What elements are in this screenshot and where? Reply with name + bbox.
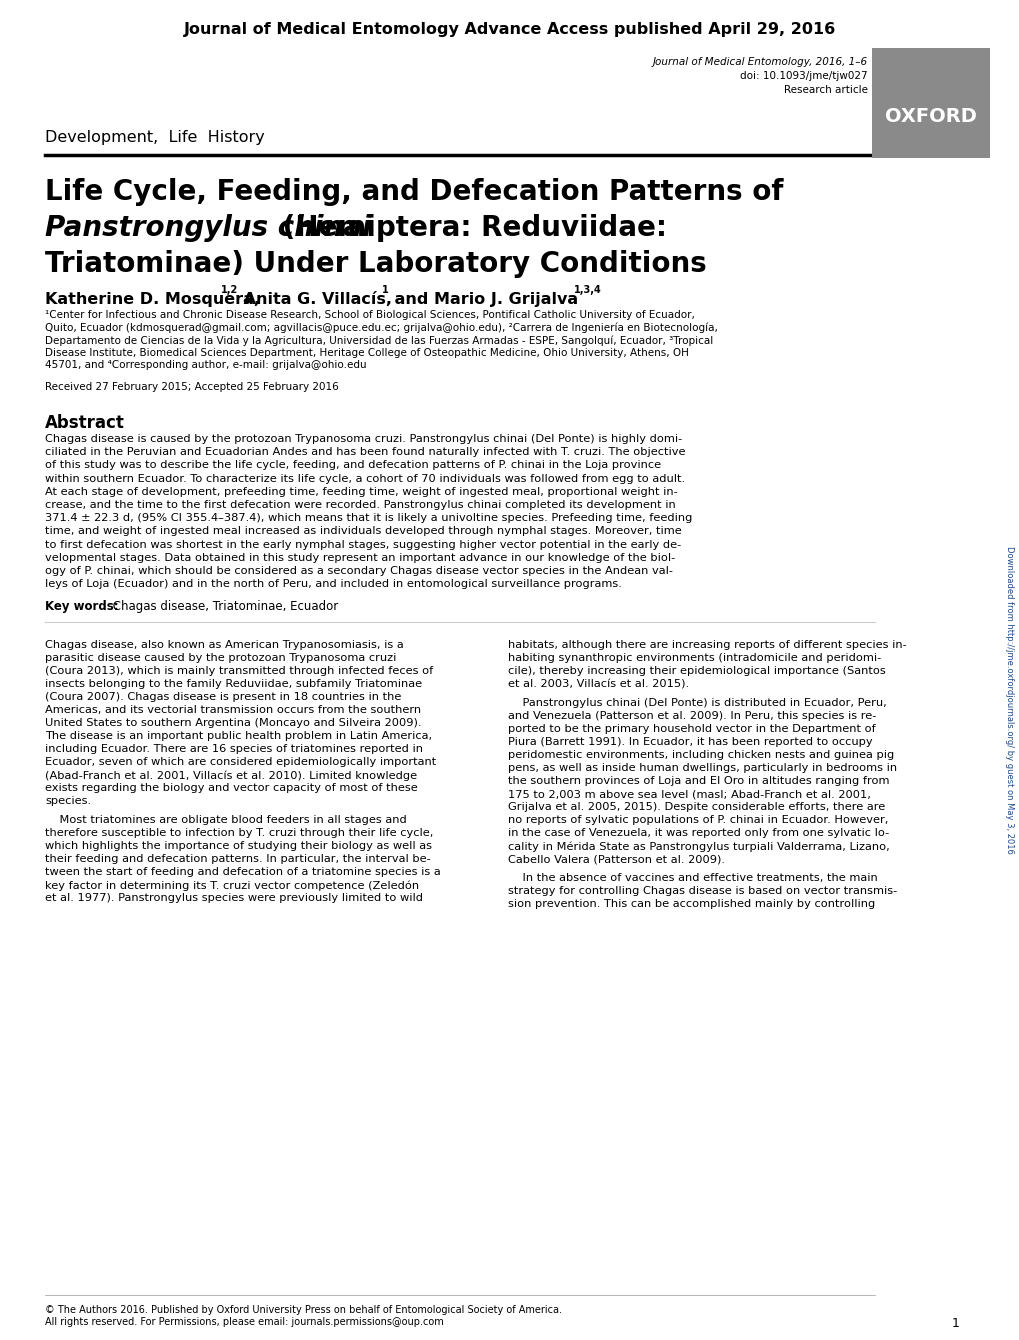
Text: ported to be the primary household vector in the Department of: ported to be the primary household vecto… bbox=[507, 725, 875, 734]
Text: Chagas disease, also known as American Trypanosomiasis, is a: Chagas disease, also known as American T… bbox=[45, 641, 404, 650]
Text: 1: 1 bbox=[951, 1317, 959, 1331]
Text: et al. 2003, Villacís et al. 2015).: et al. 2003, Villacís et al. 2015). bbox=[507, 679, 689, 689]
Text: (Hemiptera: Reduviidae:: (Hemiptera: Reduviidae: bbox=[273, 214, 666, 243]
Text: and Venezuela (Patterson et al. 2009). In Peru, this species is re-: and Venezuela (Patterson et al. 2009). I… bbox=[507, 712, 875, 721]
Text: strategy for controlling Chagas disease is based on vector transmis-: strategy for controlling Chagas disease … bbox=[507, 886, 897, 896]
Text: ¹Center for Infectious and Chronic Disease Research, School of Biological Scienc: ¹Center for Infectious and Chronic Disea… bbox=[45, 310, 694, 320]
Text: Chagas disease, Triatominae, Ecuador: Chagas disease, Triatominae, Ecuador bbox=[109, 600, 338, 614]
Text: Disease Institute, Biomedical Sciences Department, Heritage College of Osteopath: Disease Institute, Biomedical Sciences D… bbox=[45, 347, 688, 358]
Text: habiting synanthropic environments (intradomicile and peridomi-: habiting synanthropic environments (intr… bbox=[507, 654, 880, 663]
Text: Received 27 February 2015; Accepted 25 February 2016: Received 27 February 2015; Accepted 25 F… bbox=[45, 382, 338, 393]
Text: et al. 1977). Panstrongylus species were previously limited to wild: et al. 1977). Panstrongylus species were… bbox=[45, 894, 423, 903]
Text: All rights reserved. For Permissions, please email: journals.permissions@oup.com: All rights reserved. For Permissions, pl… bbox=[45, 1317, 443, 1327]
Text: sion prevention. This can be accomplished mainly by controlling: sion prevention. This can be accomplishe… bbox=[507, 899, 874, 910]
Text: insects belonging to the family Reduviidae, subfamily Triatominae: insects belonging to the family Reduviid… bbox=[45, 679, 422, 689]
Text: cile), thereby increasing their epidemiological importance (Santos: cile), thereby increasing their epidemio… bbox=[507, 666, 884, 677]
Text: (Coura 2013), which is mainly transmitted through infected feces of: (Coura 2013), which is mainly transmitte… bbox=[45, 666, 433, 677]
Text: including Ecuador. There are 16 species of triatomines reported in: including Ecuador. There are 16 species … bbox=[45, 745, 423, 754]
Text: Katherine D. Mosquera,: Katherine D. Mosquera, bbox=[45, 292, 260, 307]
Text: 45701, and ⁴Corresponding author, e-mail: grijalva@ohio.edu: 45701, and ⁴Corresponding author, e-mail… bbox=[45, 360, 366, 370]
Text: doi: 10.1093/jme/tjw027: doi: 10.1093/jme/tjw027 bbox=[740, 71, 867, 80]
Text: (Coura 2007). Chagas disease is present in 18 countries in the: (Coura 2007). Chagas disease is present … bbox=[45, 693, 401, 702]
Text: pens, as well as inside human dwellings, particularly in bedrooms in: pens, as well as inside human dwellings,… bbox=[507, 764, 897, 773]
Text: leys of Loja (Ecuador) and in the north of Peru, and included in entomological s: leys of Loja (Ecuador) and in the north … bbox=[45, 579, 622, 590]
Text: Triatominae) Under Laboratory Conditions: Triatominae) Under Laboratory Conditions bbox=[45, 251, 706, 277]
Text: OXFORD: OXFORD bbox=[884, 107, 976, 126]
Text: Panstrongylus chinai (Del Ponte) is distributed in Ecuador, Peru,: Panstrongylus chinai (Del Ponte) is dist… bbox=[507, 698, 886, 709]
Text: velopmental stages. Data obtained in this study represent an important advance i: velopmental stages. Data obtained in thi… bbox=[45, 553, 675, 563]
Text: In the absence of vaccines and effective treatments, the main: In the absence of vaccines and effective… bbox=[507, 874, 877, 883]
Text: which highlights the importance of studying their biology as well as: which highlights the importance of study… bbox=[45, 842, 432, 851]
Text: Downloaded from http://jme.oxfordjournals.org/ by guest on May 3, 2016: Downloaded from http://jme.oxfordjournal… bbox=[1005, 547, 1014, 854]
Text: Piura (Barrett 1991). In Ecuador, it has been reported to occupy: Piura (Barrett 1991). In Ecuador, it has… bbox=[507, 737, 872, 748]
Text: Chagas disease is caused by the protozoan Trypanosoma cruzi. Panstrongylus china: Chagas disease is caused by the protozoa… bbox=[45, 434, 682, 444]
Text: cality in Mérida State as Panstrongylus turpiali Valderrama, Lizano,: cality in Mérida State as Panstrongylus … bbox=[507, 842, 889, 852]
Text: Journal of Medical Entomology, 2016, 1–6: Journal of Medical Entomology, 2016, 1–6 bbox=[652, 58, 867, 67]
Text: 1,2: 1,2 bbox=[221, 285, 238, 295]
Text: habitats, although there are increasing reports of different species in-: habitats, although there are increasing … bbox=[507, 641, 906, 650]
Text: Development,  Life  History: Development, Life History bbox=[45, 130, 265, 145]
Text: Key words:: Key words: bbox=[45, 600, 118, 614]
Text: exists regarding the biology and vector capacity of most of these: exists regarding the biology and vector … bbox=[45, 784, 418, 793]
Text: crease, and the time to the first defecation were recorded. Panstrongylus chinai: crease, and the time to the first defeca… bbox=[45, 500, 676, 511]
Text: Research article: Research article bbox=[784, 84, 867, 95]
Text: within southern Ecuador. To characterize its life cycle, a cohort of 70 individu: within southern Ecuador. To characterize… bbox=[45, 473, 685, 484]
Text: Journal of Medical Entomology Advance Access published April 29, 2016: Journal of Medical Entomology Advance Ac… bbox=[183, 21, 836, 38]
Text: 175 to 2,003 m above sea level (masl; Abad-Franch et al. 2001,: 175 to 2,003 m above sea level (masl; Ab… bbox=[507, 789, 870, 800]
Text: no reports of sylvatic populations of P. chinai in Ecuador. However,: no reports of sylvatic populations of P.… bbox=[507, 816, 888, 825]
Text: Ecuador, seven of which are considered epidemiologically important: Ecuador, seven of which are considered e… bbox=[45, 757, 436, 768]
Text: Americas, and its vectorial transmission occurs from the southern: Americas, and its vectorial transmission… bbox=[45, 705, 421, 716]
Text: (Abad-Franch et al. 2001, Villacís et al. 2010). Limited knowledge: (Abad-Franch et al. 2001, Villacís et al… bbox=[45, 770, 417, 781]
Text: ciliated in the Peruvian and Ecuadorian Andes and has been found naturally infec: ciliated in the Peruvian and Ecuadorian … bbox=[45, 448, 685, 457]
Text: Grijalva et al. 2005, 2015). Despite considerable efforts, there are: Grijalva et al. 2005, 2015). Despite con… bbox=[507, 803, 884, 812]
Text: key factor in determining its T. cruzi vector competence (Zeledón: key factor in determining its T. cruzi v… bbox=[45, 880, 419, 891]
Text: Life Cycle, Feeding, and Defecation Patterns of: Life Cycle, Feeding, and Defecation Patt… bbox=[45, 178, 783, 206]
Text: therefore susceptible to infection by T. cruzi through their life cycle,: therefore susceptible to infection by T.… bbox=[45, 828, 433, 839]
Text: ogy of P. chinai, which should be considered as a secondary Chagas disease vecto: ogy of P. chinai, which should be consid… bbox=[45, 565, 673, 576]
Text: Most triatomines are obligate blood feeders in all stages and: Most triatomines are obligate blood feed… bbox=[45, 816, 407, 825]
Text: Panstrongylus chinai: Panstrongylus chinai bbox=[45, 214, 371, 243]
Text: parasitic disease caused by the protozoan Trypanosoma cruzi: parasitic disease caused by the protozoa… bbox=[45, 654, 396, 663]
Text: © The Authors 2016. Published by Oxford University Press on behalf of Entomologi: © The Authors 2016. Published by Oxford … bbox=[45, 1305, 561, 1315]
Text: the southern provinces of Loja and El Oro in altitudes ranging from: the southern provinces of Loja and El Or… bbox=[507, 776, 889, 787]
Text: their feeding and defecation patterns. In particular, the interval be-: their feeding and defecation patterns. I… bbox=[45, 855, 430, 864]
Text: 1: 1 bbox=[382, 285, 388, 295]
Text: time, and weight of ingested meal increased as individuals developed through nym: time, and weight of ingested meal increa… bbox=[45, 527, 681, 536]
Text: Anita G. Villacís,: Anita G. Villacís, bbox=[237, 292, 391, 307]
Text: Abstract: Abstract bbox=[45, 414, 124, 431]
Text: Quito, Ecuador (kdmosquerad@gmail.com; agvillacis@puce.edu.ec; grijalva@ohio.edu: Quito, Ecuador (kdmosquerad@gmail.com; a… bbox=[45, 323, 717, 334]
Text: Departamento de Ciencias de la Vida y la Agricultura, Universidad de las Fuerzas: Departamento de Ciencias de la Vida y la… bbox=[45, 335, 712, 346]
Text: United States to southern Argentina (Moncayo and Silveira 2009).: United States to southern Argentina (Mon… bbox=[45, 718, 421, 729]
Text: tween the start of feeding and defecation of a triatomine species is a: tween the start of feeding and defecatio… bbox=[45, 867, 440, 878]
Text: peridomestic environments, including chicken nests and guinea pig: peridomestic environments, including chi… bbox=[507, 750, 894, 760]
Text: 1,3,4: 1,3,4 bbox=[574, 285, 601, 295]
Text: Cabello Valera (Patterson et al. 2009).: Cabello Valera (Patterson et al. 2009). bbox=[507, 855, 725, 864]
Text: to first defecation was shortest in the early nymphal stages, suggesting higher : to first defecation was shortest in the … bbox=[45, 540, 681, 549]
Text: of this study was to describe the life cycle, feeding, and defecation patterns o: of this study was to describe the life c… bbox=[45, 461, 660, 470]
Text: species.: species. bbox=[45, 796, 91, 807]
Text: and Mario J. Grijalva: and Mario J. Grijalva bbox=[388, 292, 578, 307]
Text: The disease is an important public health problem in Latin America,: The disease is an important public healt… bbox=[45, 732, 432, 741]
Text: in the case of Venezuela, it was reported only from one sylvatic lo-: in the case of Venezuela, it was reporte… bbox=[507, 828, 889, 839]
Bar bbox=[871, 48, 989, 158]
Text: At each stage of development, prefeeding time, feeding time, weight of ingested : At each stage of development, prefeeding… bbox=[45, 486, 677, 497]
Text: 371.4 ± 22.3 d, (95% CI 355.4–387.4), which means that it is likely a univoltine: 371.4 ± 22.3 d, (95% CI 355.4–387.4), wh… bbox=[45, 513, 692, 523]
